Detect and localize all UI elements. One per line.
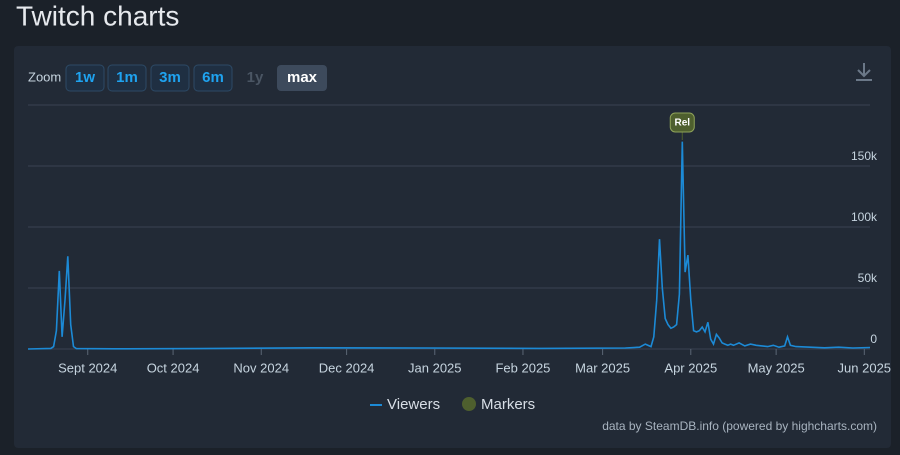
x-tick-label: Dec 2024 <box>319 360 375 375</box>
x-tick-label: Oct 2024 <box>147 360 200 375</box>
zoom-button-label[interactable]: max <box>287 69 318 86</box>
zoom-button-label: 1y <box>247 69 264 86</box>
zoom-button[interactable] <box>150 64 190 92</box>
zoom-button[interactable] <box>65 64 105 92</box>
marker-flag[interactable] <box>669 112 695 133</box>
zoom-button-label[interactable]: 1w <box>75 69 95 86</box>
zoom-label: Zoom <box>28 69 61 84</box>
download-button[interactable] <box>856 63 872 81</box>
x-tick-label: Apr 2025 <box>664 360 717 375</box>
y-tick-label: 50k <box>858 271 878 285</box>
zoom-button-label[interactable]: 3m <box>159 69 181 86</box>
viewers-line <box>27 141 871 350</box>
x-tick-label: May 2025 <box>748 360 805 375</box>
legend-label[interactable]: Viewers <box>387 396 440 413</box>
zoom-button-label[interactable]: 1m <box>116 69 138 86</box>
x-tick-label: Mar 2025 <box>575 360 630 375</box>
x-tick-label: Feb 2025 <box>495 360 550 375</box>
marker-label: Rel <box>674 118 690 129</box>
x-tick-label: Sept 2024 <box>58 360 117 375</box>
credit: data by SteamDB.info (powered by highcha… <box>602 419 877 433</box>
zoom-button[interactable] <box>193 64 233 92</box>
y-tick-label: 100k <box>851 210 878 224</box>
zoom-button-label[interactable]: 6m <box>202 69 224 86</box>
x-tick-label: Jun 2025 <box>838 360 892 375</box>
x-tick-label: Jan 2025 <box>408 360 462 375</box>
x-tick-label: Nov 2024 <box>233 360 289 375</box>
zoom-button[interactable] <box>107 64 147 92</box>
legend-label[interactable]: Markers <box>481 396 535 413</box>
page-title: Twitch charts <box>16 0 179 31</box>
y-tick-label: 0 <box>870 332 877 346</box>
y-tick-label: 150k <box>851 149 878 163</box>
chart-panel <box>14 46 891 448</box>
legend-marker <box>462 397 476 411</box>
zoom-button[interactable] <box>277 65 327 91</box>
